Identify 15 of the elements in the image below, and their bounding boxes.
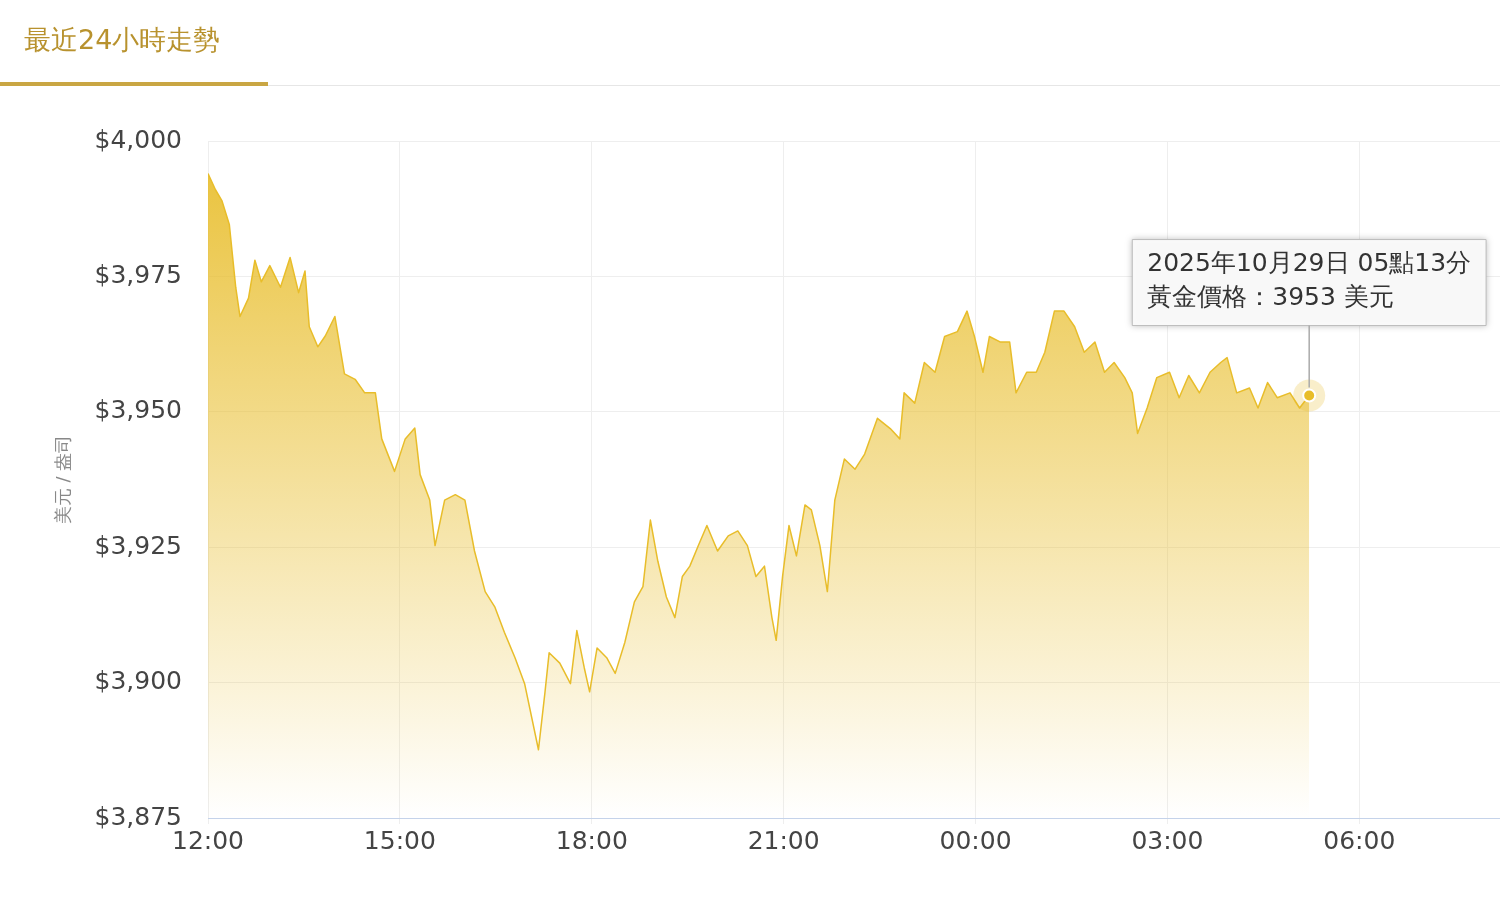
y-tick-label: $3,950 bbox=[94, 395, 182, 425]
annotation: 黃金價格：3953 美元 bbox=[1147, 281, 1394, 311]
y-tick-label: $3,900 bbox=[94, 666, 182, 696]
annotation: 2025年10月29日 05點13分 bbox=[1147, 247, 1472, 277]
x-tick-label: 00:00 bbox=[939, 825, 1012, 855]
y-axis-title: 美元 / 盎司 bbox=[52, 434, 74, 525]
y-tick-label: $3,975 bbox=[94, 259, 182, 289]
chart-title: 最近24小時走勢 bbox=[24, 23, 221, 57]
x-tick-label: 06:00 bbox=[1323, 825, 1396, 855]
x-tick-label: 21:00 bbox=[747, 825, 820, 855]
x-tick-label: 03:00 bbox=[1131, 825, 1204, 855]
x-tick-label: 18:00 bbox=[555, 825, 628, 855]
x-tick-label: 15:00 bbox=[363, 825, 436, 855]
y-tick-label: $4,000 bbox=[94, 124, 182, 154]
y-tick-label: $3,925 bbox=[94, 530, 182, 560]
